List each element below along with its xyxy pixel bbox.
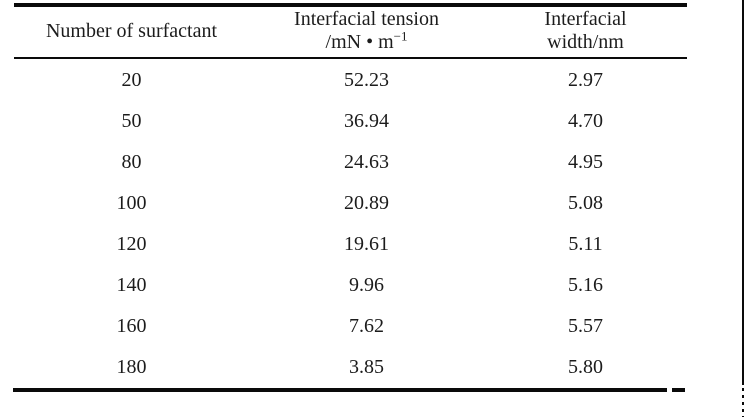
header-label-width-line1: Interfacial [544, 8, 627, 30]
cell-interfacial-width: 4.95 [568, 150, 603, 173]
cell-surfactant-count: 80 [121, 150, 142, 173]
cell-interfacial-tension: 19.61 [344, 233, 389, 256]
header-separator-rule [14, 57, 687, 59]
cell-interfacial-width: 5.80 [568, 356, 603, 379]
cell-surfactant-count: 180 [116, 356, 147, 379]
header-label-tension-line1: Interfacial tension [294, 8, 439, 30]
cell-interfacial-width: 5.11 [568, 233, 603, 256]
cell-interfacial-tension: 9.96 [349, 274, 384, 297]
cell-interfacial-tension: 3.85 [349, 356, 384, 379]
cell-interfacial-tension: 36.94 [344, 109, 389, 132]
table-row: 20 52.23 2.97 [14, 59, 687, 100]
table-row: 80 24.63 4.95 [14, 141, 687, 182]
table-bottom-rule [13, 388, 667, 392]
table-row: 120 19.61 5.11 [14, 224, 687, 265]
unit-prefix: /mN • m [325, 31, 394, 53]
cell-interfacial-width: 5.08 [568, 191, 603, 214]
header-label-tension-unit: /mN • m−1 [325, 28, 408, 54]
cell-surfactant-count: 50 [121, 109, 142, 132]
scan-edge-dashes [742, 388, 744, 417]
header-label-surfactant-count: Number of surfactant [45, 19, 218, 42]
cell-surfactant-count: 160 [116, 315, 147, 338]
cell-surfactant-count: 140 [116, 274, 147, 297]
cell-surfactant-count: 120 [116, 233, 147, 256]
table-header-row: Number of surfactant Interfacial tension… [14, 6, 687, 56]
cell-interfacial-width: 5.57 [568, 315, 603, 338]
table-row: 100 20.89 5.08 [14, 182, 687, 223]
table-top-rule [14, 3, 687, 7]
table-row: 180 3.85 5.80 [14, 347, 687, 388]
column-header-interfacial-tension: Interfacial tension /mN • m−1 [249, 6, 484, 56]
cell-interfacial-width: 2.97 [568, 68, 603, 91]
cell-interfacial-tension: 52.23 [344, 68, 389, 91]
table-row: 50 36.94 4.70 [14, 100, 687, 141]
unit-exponent: −1 [393, 28, 408, 44]
table-row: 160 7.62 5.57 [14, 306, 687, 347]
cell-interfacial-width: 5.16 [568, 274, 603, 297]
table-row: 140 9.96 5.16 [14, 265, 687, 306]
cell-interfacial-tension: 20.89 [344, 191, 389, 214]
header-label-width-line2: width/nm [547, 31, 624, 53]
table-body: 20 52.23 2.97 50 36.94 4.70 80 24.63 4.95 100 20.8… [14, 59, 687, 388]
cell-surfactant-count: 20 [121, 68, 142, 91]
cell-interfacial-width: 4.70 [568, 109, 603, 132]
cell-surfactant-count: 100 [116, 191, 147, 214]
scan-edge-line [742, 0, 744, 385]
cell-interfacial-tension: 24.63 [344, 150, 389, 173]
table-bottom-rule-dash [672, 388, 685, 392]
column-header-interfacial-width: Interfacial width/nm [484, 6, 687, 56]
cell-interfacial-tension: 7.62 [349, 315, 384, 338]
column-header-surfactant-count: Number of surfactant [14, 6, 249, 56]
